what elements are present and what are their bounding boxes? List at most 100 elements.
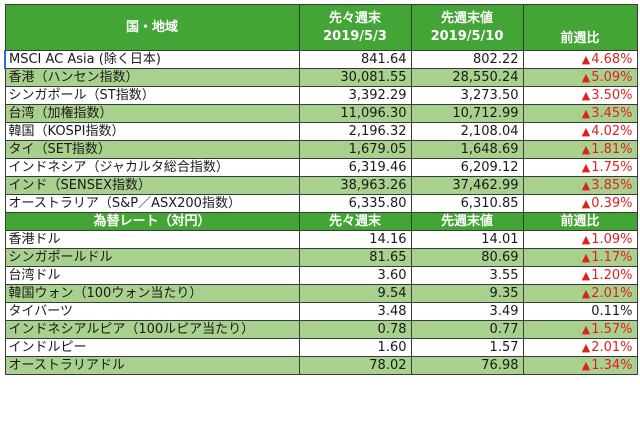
down-triangle-icon: ▲: [581, 125, 591, 138]
table-row: インド（SENSEX指数） 38,963.26 37,462.99 ▲3.85%: [4, 176, 638, 195]
change-percent: 3.50%: [591, 88, 633, 103]
change-value: ▲4.68%: [522, 50, 638, 69]
region-name: インド（SENSEX指数）: [4, 176, 300, 195]
currency-name: インドルピー: [4, 338, 300, 357]
prev-value: 0.77: [410, 320, 524, 339]
prev2-value: 3.48: [298, 302, 412, 321]
prev-value: 9.35: [410, 284, 524, 303]
table-row: インドネシアルピア（100ルピア当たり） 0.78 0.77 ▲1.57%: [4, 320, 638, 339]
region-name: シンガポール（ST指数）: [4, 86, 300, 105]
header-prev2-date: 2019/5/3: [323, 28, 387, 44]
prev2-value: 78.02: [298, 356, 412, 375]
currency-name: 韓国ウォン（100ウォン当たり）: [4, 284, 300, 303]
header-fx-rate: 為替レート（対円）: [4, 212, 300, 231]
down-triangle-icon: ▲: [581, 323, 591, 336]
region-name: 台湾（加権指数）: [4, 104, 300, 123]
prev2-value: 11,096.30: [298, 104, 412, 123]
currency-name: 台湾ドル: [4, 266, 300, 285]
change-value: ▲3.45%: [522, 104, 638, 123]
region-name: MSCI AC Asia (除く日本): [4, 50, 300, 69]
down-triangle-icon: ▲: [581, 233, 591, 246]
header-fx-prev-week: 先週末値: [410, 212, 524, 231]
header-prev2-label: 先々週末: [328, 10, 381, 26]
prev2-value: 81.65: [298, 248, 412, 267]
change-percent: 2.01%: [591, 286, 633, 301]
currency-name: 香港ドル: [4, 230, 300, 249]
down-triangle-icon: ▲: [581, 179, 591, 192]
prev2-value: 14.16: [298, 230, 412, 249]
table-row: シンガポール（ST指数） 3,392.29 3,273.50 ▲3.50%: [4, 86, 638, 105]
prev2-value: 2,196.32: [298, 122, 412, 141]
change-value: 0.11%: [522, 302, 638, 321]
prev2-value: 841.64: [298, 50, 412, 69]
change-value: ▲1.75%: [522, 158, 638, 177]
prev-value: 6,310.85: [410, 194, 524, 213]
down-triangle-icon: ▲: [581, 287, 591, 300]
prev2-value: 6,335.80: [298, 194, 412, 213]
prev2-value: 9.54: [298, 284, 412, 303]
region-name: インドネシア（ジャカルタ総合指数）: [4, 158, 300, 177]
header-fx-weekly-change: 前週比: [522, 212, 638, 231]
change-percent: 1.81%: [591, 142, 633, 157]
down-triangle-icon: ▲: [581, 359, 591, 372]
change-percent: 0.11%: [591, 304, 633, 319]
prev-value: 802.22: [410, 50, 524, 69]
currency-name: シンガポールドル: [4, 248, 300, 267]
table-row: 韓国ウォン（100ウォン当たり） 9.54 9.35 ▲2.01%: [4, 284, 638, 303]
change-value: ▲1.09%: [522, 230, 638, 249]
prev-value: 76.98: [410, 356, 524, 375]
header-prev2-week: 先々週末 2019/5/3: [298, 4, 412, 51]
prev-value: 2,108.04: [410, 122, 524, 141]
currency-name: オーストラリアドル: [4, 356, 300, 375]
change-percent: 1.75%: [591, 160, 633, 175]
prev-value: 1,648.69: [410, 140, 524, 159]
region-name: 香港（ハンセン指数）: [4, 68, 300, 87]
prev-value: 28,550.24: [410, 68, 524, 87]
change-value: ▲2.01%: [522, 284, 638, 303]
table-row: オーストラリア（S&P／ASX200指数） 6,335.80 6,310.85 …: [4, 194, 638, 213]
fx-header-row: 為替レート（対円） 先々週末 先週末値 前週比: [4, 212, 638, 231]
prev2-value: 38,963.26: [298, 176, 412, 195]
change-percent: 1.09%: [591, 232, 633, 247]
region-name: タイ（SET指数）: [4, 140, 300, 159]
currency-name: タイバーツ: [4, 302, 300, 321]
header-region: 国・地域: [4, 4, 300, 51]
table-row: 台湾（加権指数） 11,096.30 10,712.99 ▲3.45%: [4, 104, 638, 123]
header-prev-label: 先週末値: [440, 10, 493, 26]
change-value: ▲1.34%: [522, 356, 638, 375]
change-percent: 0.39%: [591, 196, 633, 211]
down-triangle-icon: ▲: [581, 53, 591, 66]
market-summary-table: 国・地域 先々週末 2019/5/3 先週末値 2019/5/10 前週比 MS…: [4, 4, 638, 375]
down-triangle-icon: ▲: [581, 341, 591, 354]
prev-value: 6,209.12: [410, 158, 524, 177]
prev2-value: 1,679.05: [298, 140, 412, 159]
change-percent: 1.34%: [591, 358, 633, 373]
table-row: オーストラリアドル 78.02 76.98 ▲1.34%: [4, 356, 638, 375]
prev2-value: 6,319.46: [298, 158, 412, 177]
table-row: 香港ドル 14.16 14.01 ▲1.09%: [4, 230, 638, 249]
table-row: インドルピー 1.60 1.57 ▲2.01%: [4, 338, 638, 357]
table-row: 台湾ドル 3.60 3.55 ▲1.20%: [4, 266, 638, 285]
change-value: ▲5.09%: [522, 68, 638, 87]
table-row: タイバーツ 3.48 3.49 0.11%: [4, 302, 638, 321]
region-name: オーストラリア（S&P／ASX200指数）: [4, 194, 300, 213]
prev2-value: 3,392.29: [298, 86, 412, 105]
change-value: ▲2.01%: [522, 338, 638, 357]
change-value: ▲0.39%: [522, 194, 638, 213]
change-value: ▲1.57%: [522, 320, 638, 339]
change-percent: 1.17%: [591, 250, 633, 265]
down-triangle-icon: ▲: [581, 269, 591, 282]
down-triangle-icon: ▲: [581, 107, 591, 120]
change-percent: 2.01%: [591, 340, 633, 355]
header-fx-prev2-week: 先々週末: [298, 212, 412, 231]
prev2-value: 1.60: [298, 338, 412, 357]
prev-value: 37,462.99: [410, 176, 524, 195]
table-row: シンガポールドル 81.65 80.69 ▲1.17%: [4, 248, 638, 267]
down-triangle-icon: ▲: [581, 89, 591, 102]
change-percent: 5.09%: [591, 70, 633, 85]
prev-value: 10,712.99: [410, 104, 524, 123]
indices-header-row: 国・地域 先々週末 2019/5/3 先週末値 2019/5/10 前週比: [4, 4, 638, 51]
table-row: MSCI AC Asia (除く日本) 841.64 802.22 ▲4.68%: [4, 50, 638, 69]
prev-value: 1.57: [410, 338, 524, 357]
header-weekly-change: 前週比: [522, 4, 638, 51]
